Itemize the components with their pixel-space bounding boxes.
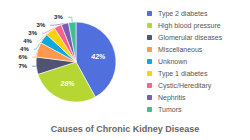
svg-text:Causes of Chronic Kidney Disea: Causes of Chronic Kidney Disease <box>51 124 200 134</box>
svg-text:Tumors: Tumors <box>158 106 182 113</box>
svg-text:3%: 3% <box>54 14 63 20</box>
svg-text:Type 2 diabetes: Type 2 diabetes <box>158 10 208 18</box>
svg-text:4%: 4% <box>20 46 29 52</box>
svg-text:3%: 3% <box>28 30 37 36</box>
svg-text:3%: 3% <box>37 22 46 28</box>
svg-text:Miscellaneous: Miscellaneous <box>158 46 203 53</box>
svg-text:28%: 28% <box>60 80 76 87</box>
svg-text:42%: 42% <box>90 53 106 60</box>
svg-text:Nephritis: Nephritis <box>158 94 186 102</box>
svg-text:Unknown: Unknown <box>158 58 187 65</box>
svg-text:High blood pressure: High blood pressure <box>158 22 221 30</box>
svg-text:7%: 7% <box>19 63 28 69</box>
svg-text:Cystic/Hereditary: Cystic/Hereditary <box>158 82 212 90</box>
svg-text:4%: 4% <box>23 38 32 44</box>
svg-text:6%: 6% <box>19 54 28 60</box>
svg-text:Glomerular diseases: Glomerular diseases <box>158 34 223 41</box>
svg-text:Type 1 diabetes: Type 1 diabetes <box>158 70 208 78</box>
